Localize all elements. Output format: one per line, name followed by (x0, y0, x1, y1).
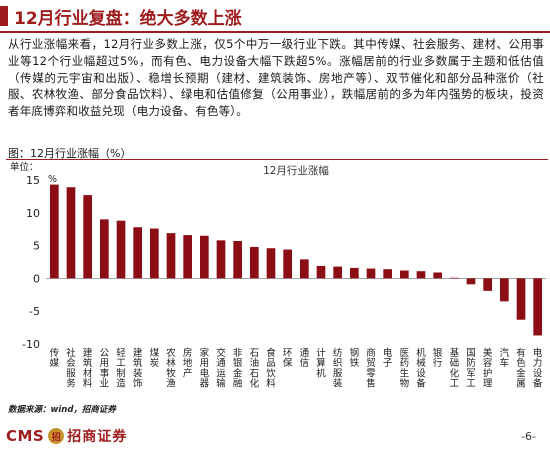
x-tick-label: 非银金融 (233, 347, 243, 390)
x-tick-label: 汽车 (500, 347, 510, 369)
bar-环保 (283, 249, 292, 279)
bar-汽车 (500, 278, 509, 302)
logo-chinese: 招商证券 (67, 429, 128, 445)
bar-医药生物 (400, 270, 409, 279)
y-tick-label: 0 (33, 272, 40, 285)
x-tick-label: 农林牧渔 (166, 347, 176, 390)
x-tick-label: 建筑装饰 (133, 347, 143, 390)
bar-家用电器 (200, 235, 209, 279)
x-tick-label: 食品饮料 (266, 347, 276, 390)
figure-caption: 图：12月行业涨幅（%） (8, 147, 132, 160)
bar-交通运输 (216, 240, 226, 279)
bar-国防军工 (466, 278, 476, 285)
figure-divider (6, 159, 548, 160)
x-tick-label: 轻工制造 (116, 347, 126, 390)
header-bar: 12月行业复盘：绝大多数上涨 (0, 0, 550, 30)
bar-非银金融 (233, 241, 242, 279)
x-tick-label: 美容护理 (483, 347, 493, 390)
bar-机械设备 (416, 271, 426, 279)
x-tick-label: 房地产 (183, 347, 193, 379)
bar-银行 (433, 272, 442, 279)
unit-label-text: 单位： (10, 162, 39, 173)
x-tick-label: 家用电器 (200, 347, 210, 390)
x-tick-label: 石油石化 (250, 348, 260, 390)
x-tick-label: 钢铁 (350, 347, 360, 369)
logo-seal-icon: 招 (48, 428, 65, 444)
x-tick-label: 有色金属 (516, 347, 526, 390)
bar-石油石化 (250, 246, 259, 279)
x-tick-label: 通信 (300, 348, 310, 369)
x-tick-label: 电子 (383, 347, 393, 369)
x-tick-label: 计算机 (316, 347, 326, 379)
y-tick-label: 15 (26, 174, 40, 187)
y-tick-label: 10 (26, 207, 40, 220)
bar-计算机 (316, 265, 326, 279)
x-tick-label: 电力设备 (533, 347, 543, 390)
bar-商贸零售 (366, 268, 376, 279)
header-divider (0, 31, 550, 33)
x-tick-label: 医药生物 (400, 348, 410, 390)
bar-社会服务 (66, 187, 76, 279)
page-title: 12月行业复盘：绝大多数上涨 (14, 9, 242, 29)
x-tick-label: 基础化工 (450, 347, 460, 390)
bar-纺织服装 (333, 266, 342, 279)
x-tick-label: 公用事业 (100, 348, 110, 390)
bar-食品饮料 (266, 248, 276, 279)
x-tick-label: 建筑材料 (83, 347, 93, 390)
y-tick-label: 5 (33, 240, 40, 253)
bar-电力设备 (533, 278, 542, 336)
y-tick-label: -5 (29, 305, 40, 318)
summary-paragraph: 从行业涨幅来看，12月行业多数上涨，仅5个中万一级行业下跌。其中传媒、社会服务、… (8, 37, 544, 119)
x-tick-label: 国防军工 (466, 348, 476, 390)
bar-建筑装饰 (133, 227, 142, 279)
bar-美容护理 (483, 278, 492, 291)
x-tick-label: 煤炭 (150, 347, 160, 369)
bar-传媒 (50, 184, 59, 279)
bar-农林牧渔 (166, 233, 176, 279)
x-tick-label: 机械设备 (416, 347, 426, 390)
company-logo: CMS 招 招商证券 (6, 424, 127, 448)
bar-通信 (300, 259, 309, 279)
bar-电子 (383, 269, 392, 279)
x-tick-label: 交通运输 (216, 347, 226, 390)
bar-有色金属 (516, 278, 526, 320)
bar-轻工制造 (116, 220, 126, 279)
x-tick-label: 银行 (433, 347, 443, 369)
y-tick-label: -10 (22, 338, 40, 351)
x-tick-label: 社会服务 (66, 347, 76, 390)
bar-房地产 (183, 235, 192, 279)
x-tick-label: 环保 (283, 348, 293, 369)
x-tick-label: 纺织服装 (333, 347, 343, 390)
unit-label: 单位： % (10, 162, 57, 186)
bar-建筑材料 (83, 195, 92, 279)
x-tick-label: 商贸零售 (366, 347, 376, 390)
logo-latin: CMS (6, 427, 45, 445)
page-number: -6- (521, 430, 536, 443)
chart-title: 12月行业涨幅 (263, 164, 329, 177)
x-tick-label: 传媒 (50, 347, 60, 369)
bar-煤炭 (150, 228, 159, 279)
industry-return-chart: 12月行业涨幅 -10 -5 0 5 10 15 传媒社会服务建筑材料公用事业轻工制造建筑装饰… (22, 164, 546, 390)
bar-公用事业 (100, 219, 109, 279)
header-accent (0, 6, 8, 26)
bar-钢铁 (350, 267, 359, 279)
data-source: 数据来源：wind，招商证券 (8, 405, 116, 415)
bar-基础化工 (450, 277, 459, 279)
unit-symbol: % (48, 174, 58, 185)
